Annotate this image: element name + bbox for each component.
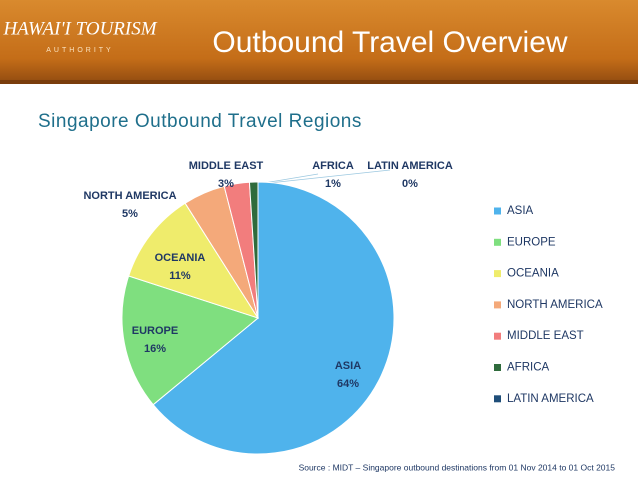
header-edge (0, 80, 638, 84)
legend-label: AFRICA (507, 362, 550, 374)
legend-swatch (494, 364, 501, 371)
logo-sub: AUTHORITY (46, 47, 113, 54)
legend-label: MIDDLE EAST (507, 330, 584, 342)
legend-label: LATIN AMERICA (507, 393, 594, 405)
slide-title: Outbound Travel Overview (212, 26, 568, 59)
legend-swatch (494, 207, 501, 215)
logo: HAWAI'I TOURISM (2, 18, 157, 39)
legend-label: NORTH AMERICA (507, 299, 603, 311)
data-label-value: 0% (402, 178, 418, 190)
legend-label: EUROPE (507, 236, 556, 248)
chart-title: Singapore Outbound Travel Regions (38, 111, 362, 132)
data-label-name: NORTH AMERICA (83, 190, 176, 202)
legend-swatch (494, 270, 501, 278)
legend-label: ASIA (507, 205, 534, 217)
data-label-value: 11% (169, 270, 191, 282)
data-label-name: ASIA (335, 360, 361, 372)
data-label-name: OCEANIA (155, 252, 206, 264)
legend-swatch (494, 332, 501, 340)
pie-slice (152, 181, 395, 455)
header-band (0, 0, 638, 84)
data-label-name: AFRICA (312, 160, 354, 172)
source-note: Source : MIDT – Singapore outbound desti… (299, 462, 616, 472)
legend-swatch (494, 395, 501, 403)
legend-swatch (494, 301, 501, 309)
leader-line (259, 169, 391, 185)
data-label-value: 3% (218, 178, 234, 190)
pie-slice (121, 275, 260, 406)
data-label-name: EUROPE (132, 325, 178, 337)
data-label-value: 5% (122, 208, 138, 220)
data-label-name: MIDDLE EAST (189, 160, 264, 172)
legend-swatch (494, 238, 501, 246)
data-label-value: 64% (337, 378, 359, 390)
legend-label: OCEANIA (507, 268, 559, 280)
data-label-value: 1% (325, 178, 341, 190)
pie-slice (128, 202, 260, 319)
data-label-value: 16% (144, 343, 166, 355)
data-label-name: LATIN AMERICA (367, 160, 453, 172)
